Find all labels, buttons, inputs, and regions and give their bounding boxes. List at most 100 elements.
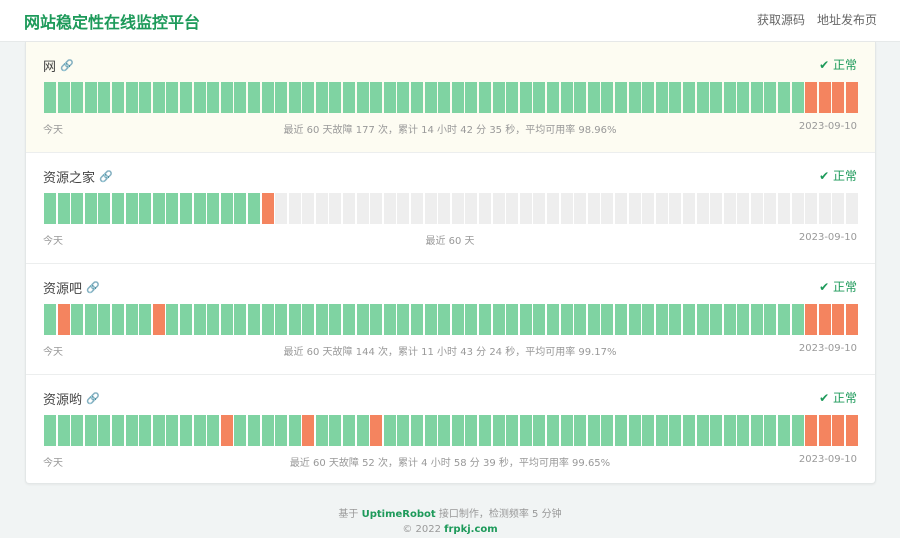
uptime-bar-day[interactable]: [682, 304, 695, 335]
uptime-bar-day[interactable]: [44, 82, 56, 113]
uptime-bar-day[interactable]: [778, 82, 791, 113]
uptime-bar-day[interactable]: [84, 304, 97, 335]
uptime-bar-day[interactable]: [207, 415, 220, 446]
uptime-bar-day[interactable]: [846, 193, 859, 224]
uptime-bar-day[interactable]: [111, 193, 124, 224]
uptime-bar-day[interactable]: [179, 415, 192, 446]
uptime-bar-day[interactable]: [791, 82, 804, 113]
uptime-bar-day[interactable]: [315, 304, 328, 335]
uptime-bar-day[interactable]: [329, 304, 342, 335]
uptime-bar-day[interactable]: [424, 415, 437, 446]
uptime-bar-day[interactable]: [111, 82, 124, 113]
uptime-bar-day[interactable]: [587, 304, 600, 335]
uptime-bar-day[interactable]: [152, 193, 165, 224]
uptime-bar-day[interactable]: [614, 304, 627, 335]
uptime-bar-day[interactable]: [519, 415, 532, 446]
uptime-bar-day[interactable]: [397, 82, 410, 113]
uptime-bar-day[interactable]: [778, 415, 791, 446]
uptime-bar-day[interactable]: [546, 304, 559, 335]
uptime-bar-day[interactable]: [737, 304, 750, 335]
uptime-bar-day[interactable]: [451, 82, 464, 113]
uptime-bar-day[interactable]: [642, 415, 655, 446]
uptime-bar-day[interactable]: [44, 193, 56, 224]
uptime-bar-day[interactable]: [139, 193, 152, 224]
uptime-bar-day[interactable]: [832, 82, 845, 113]
uptimerobot-link[interactable]: UptimeRobot: [361, 509, 436, 520]
uptime-bar-day[interactable]: [288, 415, 301, 446]
uptime-bar-day[interactable]: [614, 82, 627, 113]
uptime-bar-day[interactable]: [302, 82, 315, 113]
uptime-bar-day[interactable]: [261, 415, 274, 446]
uptime-bar-day[interactable]: [710, 82, 723, 113]
uptime-bar-day[interactable]: [778, 193, 791, 224]
uptime-bar-day[interactable]: [125, 193, 138, 224]
uptime-bar-day[interactable]: [275, 415, 288, 446]
uptime-bar-day[interactable]: [601, 415, 614, 446]
uptime-bar-day[interactable]: [669, 415, 682, 446]
uptime-bar-day[interactable]: [288, 82, 301, 113]
uptime-bar-day[interactable]: [383, 82, 396, 113]
uptime-bar-day[interactable]: [710, 415, 723, 446]
uptime-bar-day[interactable]: [152, 304, 165, 335]
uptime-bar-day[interactable]: [546, 82, 559, 113]
uptime-bar-day[interactable]: [818, 193, 831, 224]
uptime-bar-day[interactable]: [601, 82, 614, 113]
uptime-bar-day[interactable]: [492, 415, 505, 446]
link-icon[interactable]: 🔗: [86, 392, 100, 405]
uptime-bar-day[interactable]: [438, 304, 451, 335]
uptime-bar-day[interactable]: [343, 304, 356, 335]
uptime-bar-day[interactable]: [846, 304, 859, 335]
uptime-bar-day[interactable]: [451, 304, 464, 335]
uptime-bar-day[interactable]: [587, 415, 600, 446]
uptime-bar-day[interactable]: [805, 193, 818, 224]
uptime-bar-day[interactable]: [315, 82, 328, 113]
uptime-bar-day[interactable]: [411, 193, 424, 224]
uptime-bar-day[interactable]: [370, 82, 383, 113]
uptime-bar-day[interactable]: [343, 193, 356, 224]
uptime-bar-day[interactable]: [492, 193, 505, 224]
uptime-bar-day[interactable]: [587, 193, 600, 224]
uptime-bar-day[interactable]: [628, 415, 641, 446]
uptime-bar-day[interactable]: [207, 193, 220, 224]
uptime-bar-day[interactable]: [139, 82, 152, 113]
uptime-bar-day[interactable]: [397, 304, 410, 335]
uptime-bar-day[interactable]: [479, 415, 491, 446]
uptime-bar-day[interactable]: [411, 415, 424, 446]
uptime-bar-day[interactable]: [166, 82, 179, 113]
uptime-bar-day[interactable]: [193, 82, 206, 113]
uptime-bar-day[interactable]: [57, 415, 70, 446]
uptime-bar-day[interactable]: [152, 82, 165, 113]
uptime-bar-day[interactable]: [356, 304, 369, 335]
uptime-bar-day[interactable]: [750, 82, 763, 113]
uptime-bar-day[interactable]: [125, 415, 138, 446]
uptime-bar-day[interactable]: [166, 193, 179, 224]
uptime-bar-day[interactable]: [533, 304, 546, 335]
uptime-bar-day[interactable]: [791, 415, 804, 446]
uptime-bar-day[interactable]: [818, 415, 831, 446]
uptime-bar-day[interactable]: [166, 304, 179, 335]
uptime-bar-day[interactable]: [669, 193, 682, 224]
uptime-bar-day[interactable]: [492, 304, 505, 335]
uptime-bar-day[interactable]: [696, 415, 709, 446]
uptime-bar-day[interactable]: [152, 415, 165, 446]
uptime-bar-day[interactable]: [220, 415, 233, 446]
uptime-bar-day[interactable]: [601, 193, 614, 224]
uptime-bar-day[interactable]: [479, 82, 491, 113]
uptime-bar-day[interactable]: [302, 304, 315, 335]
uptime-bar-day[interactable]: [234, 193, 247, 224]
uptime-bar-day[interactable]: [71, 82, 84, 113]
uptime-bar-day[interactable]: [329, 82, 342, 113]
uptime-bar-day[interactable]: [193, 193, 206, 224]
uptime-bar-day[interactable]: [370, 415, 383, 446]
uptime-bar-day[interactable]: [791, 304, 804, 335]
get-source-link[interactable]: 获取源码: [756, 13, 805, 27]
uptime-bar-day[interactable]: [832, 415, 845, 446]
uptime-bar-day[interactable]: [288, 304, 301, 335]
uptime-bar-day[interactable]: [411, 304, 424, 335]
uptime-bar-day[interactable]: [669, 304, 682, 335]
uptime-bar-day[interactable]: [642, 304, 655, 335]
uptime-bar-day[interactable]: [44, 415, 56, 446]
uptime-bar-day[interactable]: [329, 415, 342, 446]
uptime-bar-day[interactable]: [655, 415, 668, 446]
uptime-bar-day[interactable]: [696, 193, 709, 224]
